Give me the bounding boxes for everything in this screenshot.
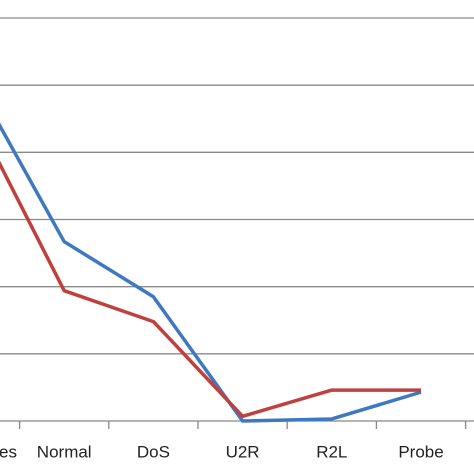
x-tick-label: R2L [316, 442, 347, 461]
x-tick-label: DoS [137, 442, 170, 461]
x-tick-label: Normal [37, 442, 92, 461]
series-line [0, 122, 422, 423]
x-tick-label: U2R [226, 442, 260, 461]
x-tick-label: Probe [398, 442, 443, 461]
x-tick-label: es [0, 442, 17, 461]
series-line [0, 160, 421, 419]
